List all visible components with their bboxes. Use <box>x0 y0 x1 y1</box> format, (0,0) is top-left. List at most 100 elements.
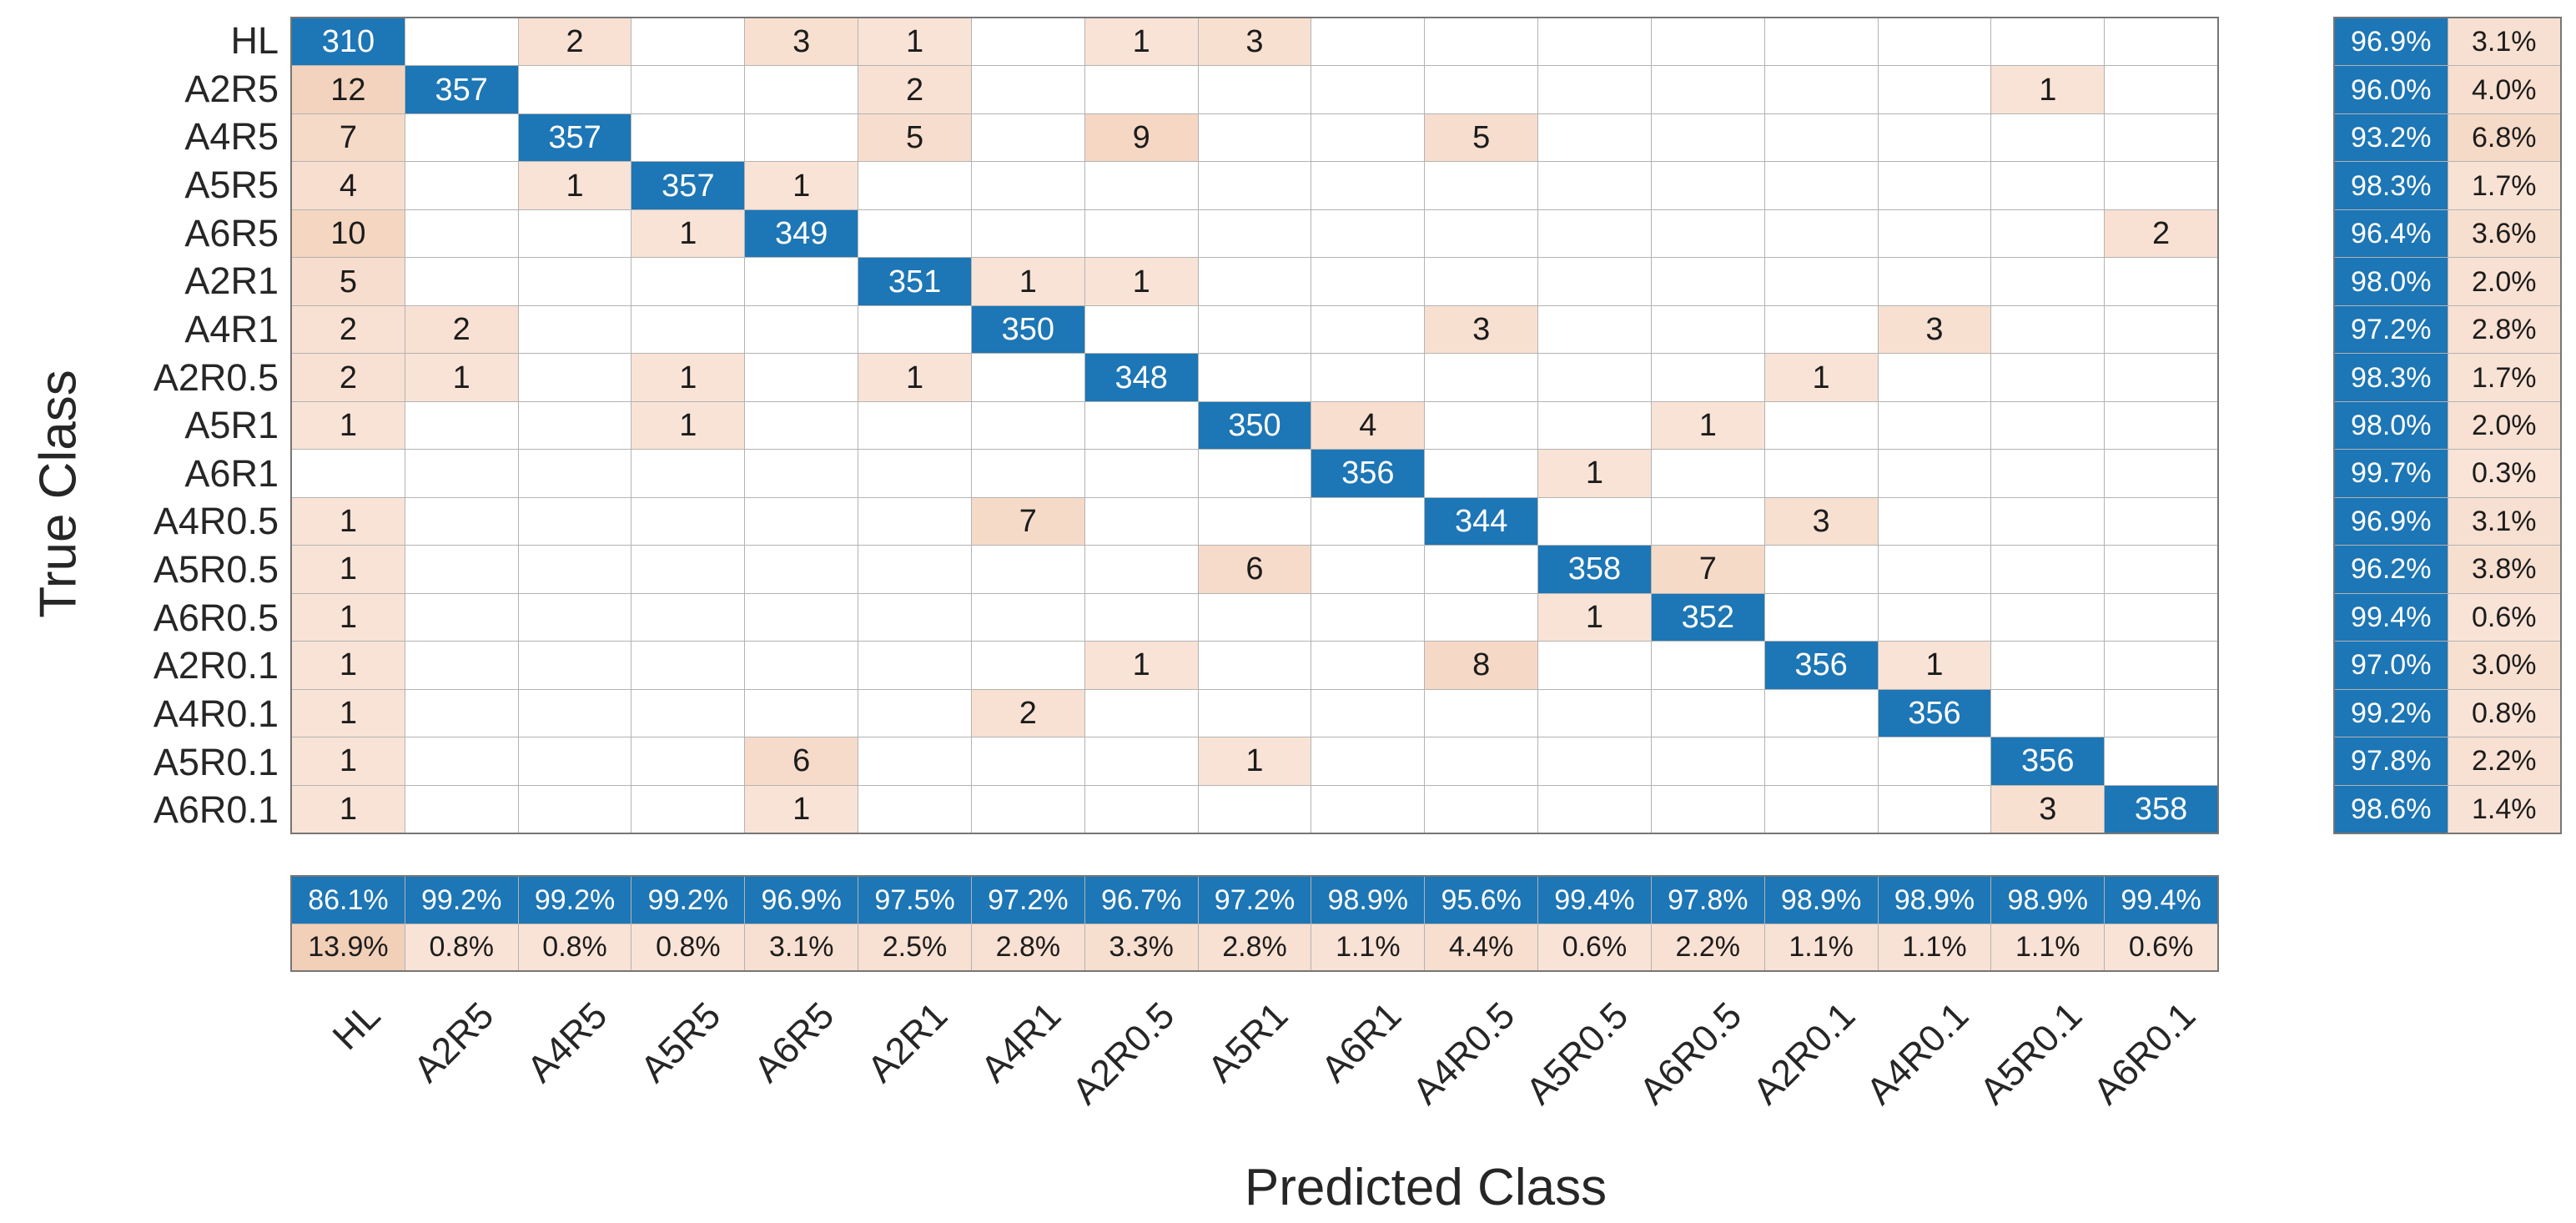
matrix-cell-empty <box>745 66 858 113</box>
matrix-cell: 5 <box>1425 113 1538 162</box>
col-summary-incorrect-pct: 0.8% <box>405 924 518 970</box>
matrix-cell-empty <box>971 785 1084 833</box>
matrix-cell-empty <box>1651 162 1764 209</box>
matrix-cell-empty <box>745 593 858 642</box>
matrix-cell-empty <box>1084 66 1198 113</box>
matrix-cell-empty <box>1311 497 1425 546</box>
matrix-cell: 5 <box>292 258 405 305</box>
matrix-cell-empty <box>405 162 518 209</box>
row-summary-incorrect-pct: 1.4% <box>2448 785 2560 833</box>
matrix-cell-empty <box>1425 162 1538 209</box>
matrix-cell-empty <box>745 546 858 593</box>
matrix-cell-empty <box>745 450 858 497</box>
matrix-cell-empty <box>1991 546 2105 593</box>
matrix-cell: 3 <box>1764 497 1878 546</box>
col-summary-incorrect-pct: 3.3% <box>1084 924 1198 970</box>
matrix-cell-empty <box>1991 209 2105 258</box>
col-summary-correct-pct: 98.9% <box>1991 877 2105 924</box>
matrix-cell: 1 <box>1878 642 1991 689</box>
matrix-cell-empty <box>2105 18 2217 66</box>
matrix-cell-diagonal: 358 <box>1538 546 1651 593</box>
matrix-cell-empty <box>292 450 405 497</box>
row-summary-incorrect-pct: 6.8% <box>2448 113 2560 162</box>
matrix-cell-empty <box>1764 209 1878 258</box>
x-axis-title: Predicted Class <box>1244 1159 1607 1216</box>
matrix-cell-empty <box>405 113 518 162</box>
matrix-cell-empty <box>518 785 631 833</box>
row-summary-incorrect-pct: 2.2% <box>2448 737 2560 785</box>
matrix-cell-empty <box>1084 450 1198 497</box>
matrix-cell-empty <box>1651 450 1764 497</box>
matrix-cell-diagonal: 350 <box>971 305 1084 354</box>
matrix-cell-empty <box>518 258 631 305</box>
matrix-cell-empty <box>1764 401 1878 450</box>
matrix-cell-empty <box>1991 162 2105 209</box>
matrix-cell-empty <box>1878 593 1991 642</box>
matrix-cell-empty <box>745 305 858 354</box>
y-tick-label: A4R1 <box>184 307 279 350</box>
matrix-cell-empty <box>1198 66 1311 113</box>
matrix-cell: 9 <box>1084 113 1198 162</box>
col-summary-incorrect-pct: 3.1% <box>745 924 858 970</box>
matrix-cell: 1 <box>1084 18 1198 66</box>
col-summary-correct-pct: 95.6% <box>1425 877 1538 924</box>
row-summary-incorrect-pct: 2.8% <box>2448 305 2560 354</box>
matrix-cell: 3 <box>745 18 858 66</box>
matrix-cell: 6 <box>1198 546 1311 593</box>
matrix-cell-empty <box>1878 497 1991 546</box>
matrix-cell-empty <box>1198 593 1311 642</box>
matrix-cell: 4 <box>292 162 405 209</box>
matrix-cell-empty <box>1651 497 1764 546</box>
matrix-cell-diagonal: 356 <box>1991 737 2105 785</box>
matrix-cell-empty <box>1764 689 1878 737</box>
y-tick-label: A4R5 <box>184 115 279 159</box>
matrix-cell: 2 <box>858 66 971 113</box>
col-summary-incorrect-pct: 2.8% <box>1198 924 1311 970</box>
matrix-cell-empty <box>1991 18 2105 66</box>
matrix-cell-empty <box>858 401 971 450</box>
matrix-cell-empty <box>1425 354 1538 401</box>
matrix-cell-empty <box>1651 113 1764 162</box>
matrix-cell-empty <box>1878 354 1991 401</box>
matrix-cell-diagonal: 356 <box>1764 642 1878 689</box>
matrix-cell-empty <box>1538 162 1651 209</box>
matrix-cell-empty <box>1311 785 1425 833</box>
matrix-cell-empty <box>1311 66 1425 113</box>
row-summary-incorrect-pct: 3.6% <box>2448 209 2560 258</box>
matrix-cell-empty <box>1991 593 2105 642</box>
matrix-cell-empty <box>518 497 631 546</box>
matrix-cell-empty <box>1538 258 1651 305</box>
row-summary-correct-pct: 96.9% <box>2335 18 2448 66</box>
row-summary-correct-pct: 97.2% <box>2335 305 2448 354</box>
matrix-cell-empty <box>1651 66 1764 113</box>
matrix-cell-empty <box>1764 593 1878 642</box>
matrix-cell-empty <box>1084 689 1198 737</box>
matrix-cell-empty <box>858 450 971 497</box>
matrix-cell-empty <box>1991 642 2105 689</box>
row-summary-correct-pct: 98.6% <box>2335 785 2448 833</box>
matrix-cell-empty <box>1198 305 1311 354</box>
col-summary-incorrect-pct: 0.8% <box>518 924 631 970</box>
matrix-cell-empty <box>1651 258 1764 305</box>
matrix-cell-empty <box>1991 354 2105 401</box>
row-summary-correct-pct: 99.2% <box>2335 689 2448 737</box>
matrix-cell-empty <box>1538 354 1651 401</box>
matrix-cell-empty <box>1198 450 1311 497</box>
matrix-cell-empty <box>1084 546 1198 593</box>
matrix-cell-empty <box>1538 497 1651 546</box>
matrix-cell-empty <box>405 689 518 737</box>
matrix-cell-empty <box>1198 162 1311 209</box>
matrix-cell: 6 <box>745 737 858 785</box>
row-summary-incorrect-pct: 1.7% <box>2448 162 2560 209</box>
matrix-cell-empty <box>2105 258 2217 305</box>
matrix-cell: 3 <box>1991 785 2105 833</box>
matrix-cell-empty <box>1425 450 1538 497</box>
matrix-cell-empty <box>1651 642 1764 689</box>
matrix-cell-empty <box>1538 642 1651 689</box>
matrix-cell-diagonal: 358 <box>2105 785 2217 833</box>
matrix-cell-empty <box>1198 354 1311 401</box>
matrix-cell-empty <box>858 305 971 354</box>
matrix-cell-empty <box>1878 785 1991 833</box>
matrix-cell-empty <box>1311 593 1425 642</box>
matrix-cell-empty <box>1878 162 1991 209</box>
